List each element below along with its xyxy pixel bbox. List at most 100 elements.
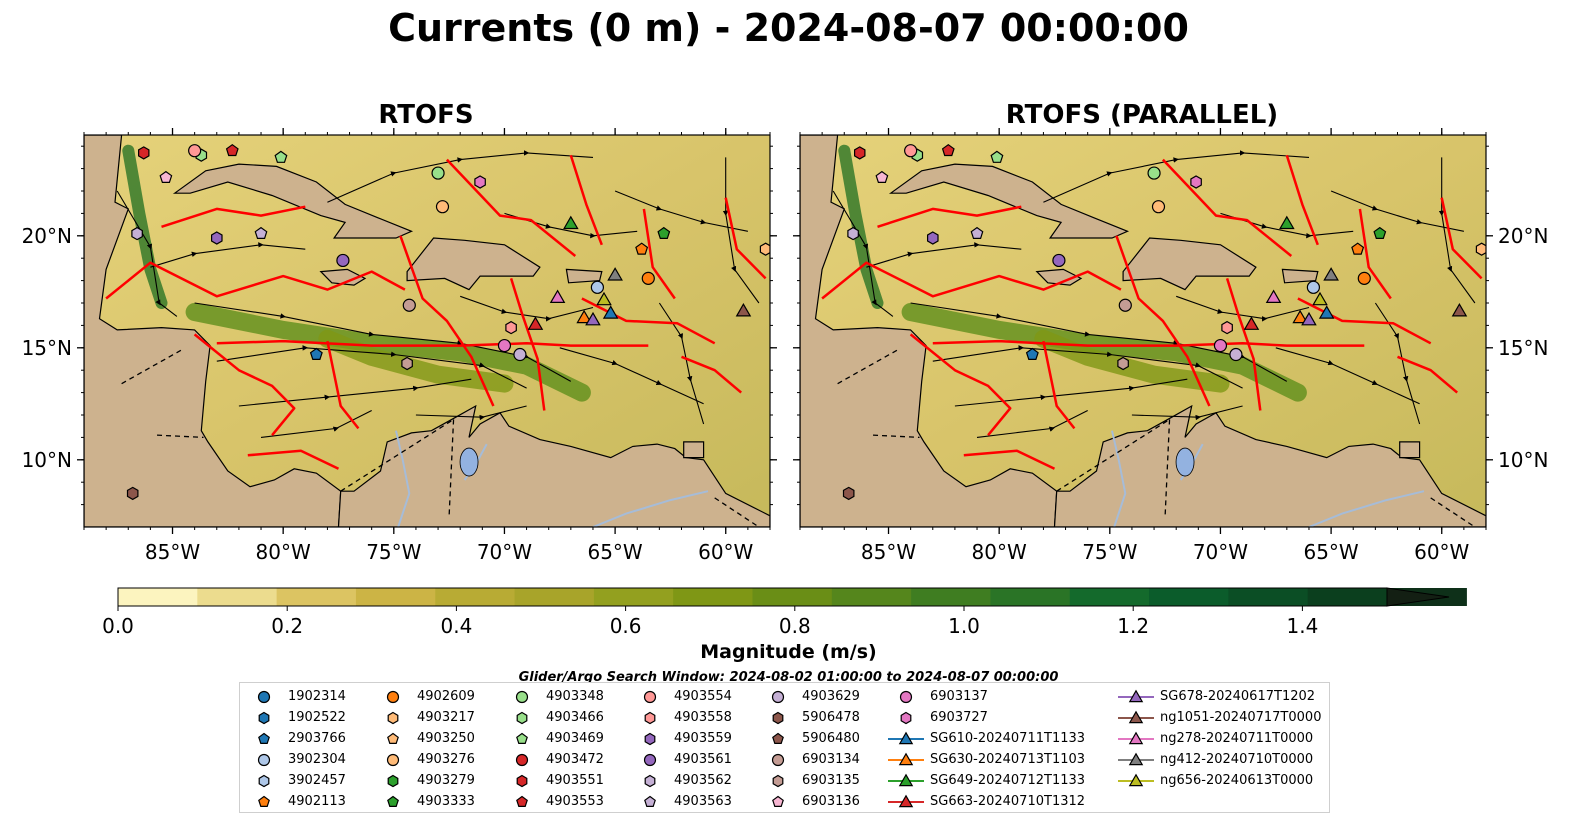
- legend-marker: [771, 690, 785, 703]
- legend-item: 5906478: [758, 707, 860, 728]
- legend-marker: [644, 774, 656, 787]
- land-mass: [1122, 237, 1257, 291]
- legend-symbol: [258, 774, 270, 787]
- x-tick-label: 60°W: [1414, 540, 1469, 564]
- legend-symbol: [516, 711, 528, 724]
- colorbar-segment: [752, 588, 833, 606]
- float-marker: [1265, 289, 1282, 303]
- legend-marker: [644, 795, 656, 807]
- legend-marker: [772, 732, 784, 744]
- legend-symbol: [899, 690, 913, 703]
- eddy-contour: [581, 297, 716, 345]
- legend-item: 4903250: [373, 728, 475, 749]
- legend-column: 4903629 5906478 5906480 6903134 6903135 69031…: [758, 686, 860, 812]
- eddy-contour: [445, 158, 577, 257]
- float-marker: [1243, 316, 1260, 330]
- float-marker: [1117, 356, 1129, 371]
- float-marker: [159, 170, 173, 183]
- eddy-contour: [877, 205, 1022, 228]
- legend-symbol: [772, 795, 784, 807]
- land-mass: [1399, 441, 1421, 459]
- legend-symbol: [1118, 710, 1154, 723]
- land-mass: [800, 135, 1058, 527]
- eddy-contour: [509, 278, 546, 411]
- legend-symbol: [387, 795, 399, 807]
- float-marker: [759, 242, 770, 256]
- y-tick-label: 15°N: [1498, 336, 1548, 360]
- colorbar-tick-label: 1.0: [948, 614, 980, 638]
- float-marker: [904, 144, 918, 158]
- float-marker: [1147, 166, 1161, 180]
- river: [1308, 490, 1425, 527]
- legend-symbol: [257, 753, 271, 766]
- streamline: [116, 190, 178, 317]
- float-marker: [590, 280, 604, 294]
- legend-label: ng412-20240710T0000: [1160, 752, 1314, 767]
- legend-item: SG610-20240711T1133: [886, 728, 1085, 749]
- river: [592, 490, 709, 527]
- eddy-contour: [569, 154, 603, 246]
- legend-item: 1902522: [244, 707, 346, 728]
- streamline: [260, 410, 372, 438]
- legend-label: 4902113: [288, 794, 346, 809]
- legend-label: 4903629: [802, 689, 860, 704]
- legend-symbol: [515, 690, 529, 703]
- float-marker: [735, 302, 752, 317]
- float-marker: [188, 144, 202, 158]
- eddy-contour: [193, 333, 296, 436]
- float-marker: [402, 298, 416, 312]
- eddy-contour: [1397, 355, 1459, 394]
- legend-marker: [258, 711, 270, 724]
- legend-column: 6903137 6903727: [886, 686, 988, 728]
- legend-marker: [1128, 710, 1144, 723]
- legend-column: 1902314 1902522 2903766 3902304 3902457 49021…: [244, 686, 346, 812]
- float-marker: [1323, 267, 1339, 281]
- colorbar-segment: [197, 588, 278, 606]
- float-marker: [474, 175, 486, 189]
- legend-marker: [643, 690, 657, 703]
- colorbar-segment: [593, 588, 674, 606]
- legend-symbol: [258, 711, 270, 724]
- legend-item: 1902314: [244, 686, 346, 707]
- streamline: [460, 295, 594, 322]
- legend-marker: [772, 795, 784, 807]
- legend-marker: [516, 711, 528, 724]
- eddy-contour: [1115, 235, 1211, 407]
- legend: 1902314 1902522 2903766 3902304 3902457 49021…: [239, 682, 1330, 813]
- streamline: [150, 242, 306, 268]
- float-marker: [657, 226, 671, 239]
- legend-marker: [1128, 773, 1144, 786]
- legend-symbol: [888, 752, 924, 765]
- legend-marker: [516, 732, 528, 744]
- colorbar-segment: [1228, 588, 1309, 606]
- legend-item: ng278-20240711T0000: [1116, 728, 1321, 749]
- colorbar-segment: [831, 588, 912, 606]
- figure-title: Currents (0 m) - 2024-08-07 00:00:00: [388, 6, 1189, 50]
- legend-label: 4903217: [417, 710, 475, 725]
- lake-maracaibo: [1175, 447, 1195, 477]
- legend-item: 4903333: [373, 791, 475, 812]
- legend-item: 6903135: [758, 770, 860, 791]
- streamline: [1438, 157, 1476, 304]
- legend-item: SG649-20240712T1133: [886, 770, 1085, 791]
- legend-symbol: [771, 753, 785, 766]
- legend-symbol: [257, 690, 271, 703]
- streamline: [238, 378, 472, 407]
- colorbar-tick-label: 0.6: [610, 614, 642, 638]
- legend-item: 6903134: [758, 749, 860, 770]
- legend-item: 4903558: [630, 707, 732, 728]
- river: [395, 430, 411, 527]
- x-tick-label: 70°W: [477, 540, 532, 564]
- legend-symbol: [387, 711, 399, 724]
- y-tick-label: 15°N: [22, 336, 72, 360]
- legend-symbol: [888, 794, 924, 807]
- legend-item: ng412-20240710T0000: [1116, 749, 1321, 770]
- legend-symbol: [888, 731, 924, 744]
- streamline: [932, 345, 1243, 389]
- streamline: [559, 347, 704, 405]
- legend-symbol: [772, 774, 784, 787]
- legend-label: SG678-20240617T1202: [1160, 689, 1316, 704]
- eddy-contour: [1297, 297, 1432, 345]
- colorbar-tick-label: 1.4: [1286, 614, 1318, 638]
- float-marker: [641, 271, 655, 285]
